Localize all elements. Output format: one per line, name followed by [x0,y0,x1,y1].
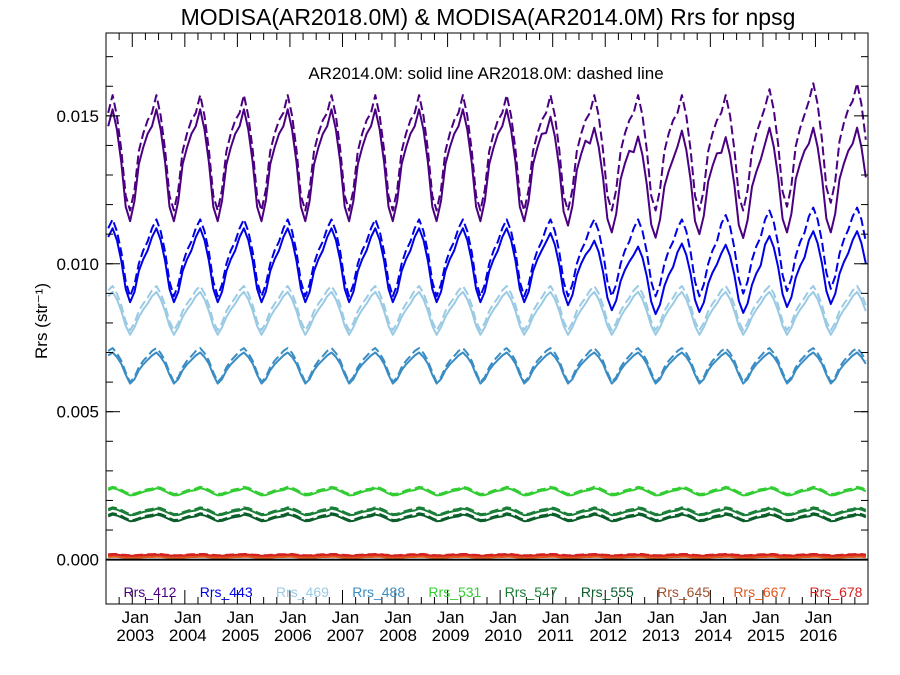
series-line-rrs-531-ar2014 [107,487,867,497]
series-line-rrs-443-ar2018 [107,206,867,298]
legend: Rrs_412 Rrs_443 Rrs_469 Rrs_488 Rrs_531 Rrs_5… [124,584,863,600]
series-line-rrs-555-ar2018 [107,512,867,521]
x-tick-label-year: 2007 [327,626,365,645]
y-tick-label: 0.015 [56,107,99,126]
x-tick-label-month: Jan [437,608,464,627]
legend-entry-rrs-547: Rrs_547 [505,584,558,600]
x-tick-label-year: 2010 [484,626,522,645]
legend-entry-rrs-555: Rrs_555 [581,584,634,600]
legend-entry-rrs-443: Rrs_443 [200,584,253,600]
x-tick-label-month: Jan [384,608,411,627]
legend-entry-rrs-678: Rrs_678 [810,584,863,600]
x-tick-label-month: Jan [752,608,779,627]
x-tick-label-month: Jan [489,608,516,627]
legend-entry-rrs-531: Rrs_531 [428,584,481,600]
legend-entry-rrs-412: Rrs_412 [124,584,177,600]
x-tick-label-year: 2014 [694,626,732,645]
x-tick-label-month: Jan [332,608,359,627]
plot-area [107,82,867,559]
series-line-rrs-547-ar2014 [107,507,867,517]
x-tick-label-month: Jan [227,608,254,627]
series-line-rrs-412-ar2014 [107,108,867,239]
series-line-rrs-531-ar2018 [107,485,867,495]
x-tick-label-year: 2011 [537,626,574,645]
series-line-rrs-469-ar2018 [107,285,867,332]
axes: 0.0000.0050.0100.015Jan2003Jan2004Jan200… [56,32,869,645]
x-tick-label-month: Jan [279,608,306,627]
x-tick-label-month: Jan [700,608,727,627]
series-line-rrs-488-ar2014 [107,351,867,385]
x-tick-label-year: 2012 [589,626,627,645]
x-tick-label-year: 2016 [800,626,838,645]
y-axis-label: Rrs (str⁻¹) [32,283,51,359]
x-tick-label-year: 2003 [116,626,154,645]
y-tick-label: 0.005 [56,403,99,422]
series-line-rrs-443-ar2014 [107,227,867,316]
chart-title: MODISA(AR2018.0M) & MODISA(AR2014.0M) Rr… [181,4,796,30]
series-line-rrs-555-ar2014 [107,513,867,523]
x-tick-label-year: 2009 [432,626,470,645]
legend-entry-rrs-469: Rrs_469 [276,584,329,600]
series-line-rrs-412-ar2018 [107,82,867,212]
x-tick-label-month: Jan [174,608,201,627]
x-tick-label-year: 2013 [642,626,680,645]
x-tick-label-year: 2004 [169,626,207,645]
line-style-note: AR2014.0M: solid line AR2018.0M: dashed … [308,64,663,83]
x-tick-label-month: Jan [595,608,622,627]
x-tick-label-month: Jan [122,608,149,627]
series-line-rrs-547-ar2018 [107,506,867,516]
legend-entry-rrs-667: Rrs_667 [733,584,786,600]
x-tick-label-year: 2005 [221,626,259,645]
legend-entry-rrs-488: Rrs_488 [352,584,405,600]
x-tick-label-month: Jan [805,608,832,627]
x-tick-label-year: 2015 [747,626,785,645]
x-tick-label-year: 2008 [379,626,417,645]
x-tick-label-month: Jan [647,608,674,627]
x-tick-label-month: Jan [542,608,569,627]
series-line-rrs-469-ar2014 [107,290,867,336]
series-line-rrs-678-ar2014 [108,553,866,557]
x-tick-label-year: 2006 [274,626,312,645]
series-line-rrs-667-ar2014 [108,555,866,559]
y-tick-label: 0.010 [56,255,99,274]
legend-entry-rrs-645: Rrs_645 [657,584,710,600]
y-tick-label: 0.000 [56,551,99,570]
